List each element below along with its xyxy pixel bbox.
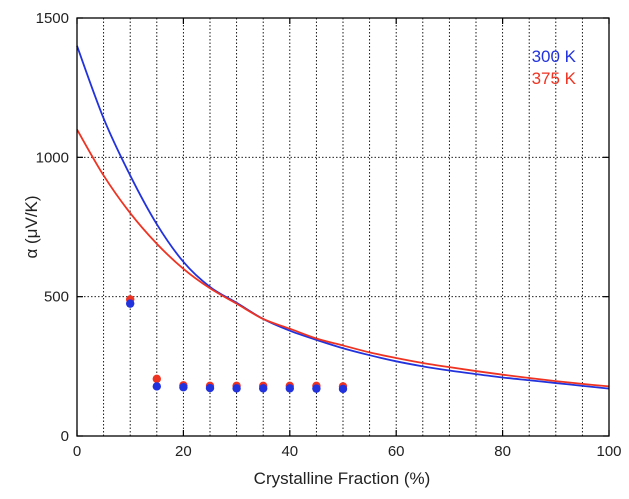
data-point-series-0: [152, 382, 161, 391]
curve-series-1: [76, 129, 610, 388]
data-point-series-0: [338, 384, 348, 394]
y-tick-label: 1000: [36, 149, 69, 166]
data-point-series-0: [232, 384, 241, 393]
plot-frame: [76, 17, 610, 437]
legend: 300 K 375 K: [532, 47, 577, 88]
legend-entry-375k: 375 K: [532, 69, 577, 88]
x-tick-label: 80: [494, 443, 511, 460]
x-tick-label: 60: [388, 443, 405, 460]
axis-ticks: [76, 17, 610, 437]
data-point-series-0: [179, 383, 188, 392]
data-point-series-0: [126, 299, 135, 308]
x-tick-label: 40: [281, 443, 298, 460]
x-tick-label: 0: [73, 443, 81, 460]
data-point-series-0: [205, 383, 215, 393]
data-point-series-0: [259, 384, 268, 393]
legend-entry-300k: 300 K: [532, 47, 577, 66]
data-point-series-0: [285, 384, 294, 393]
grid: [77, 18, 609, 436]
data-points: [126, 295, 348, 394]
data-point-series-1: [152, 374, 161, 384]
y-axis-label: α (μV/K): [22, 195, 41, 258]
y-tick-label: 500: [44, 289, 69, 306]
x-tick-label: 20: [175, 443, 192, 460]
curve-series-0: [76, 45, 610, 390]
y-tick-label: 0: [61, 428, 69, 445]
x-tick-label: 100: [596, 443, 621, 460]
curves: [76, 45, 610, 390]
data-point-series-0: [312, 384, 321, 393]
x-axis-label: Crystalline Fraction (%): [254, 469, 431, 488]
y-tick-label: 1500: [36, 10, 69, 27]
